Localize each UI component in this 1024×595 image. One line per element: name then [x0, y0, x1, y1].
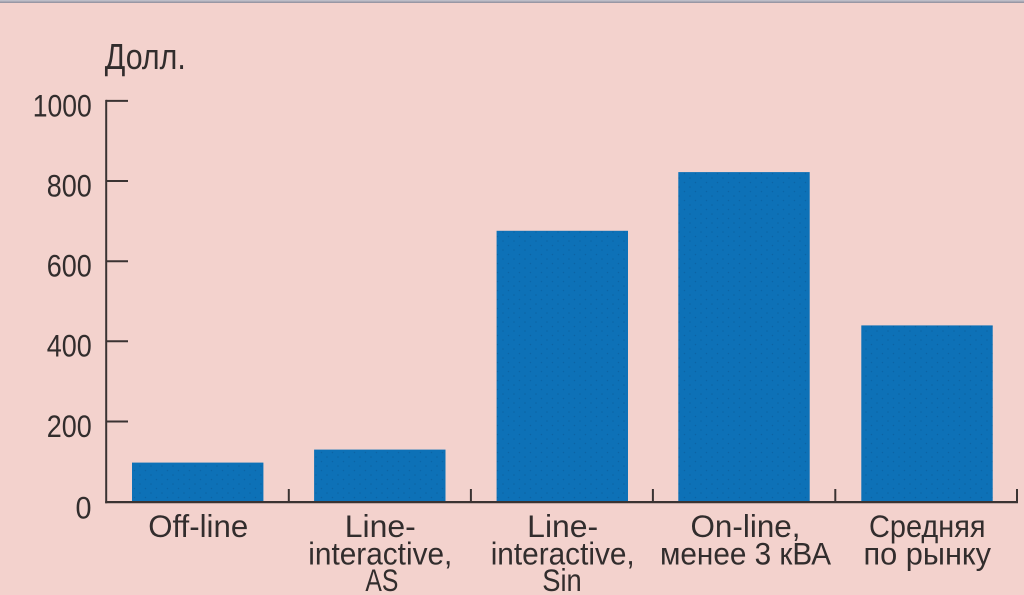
- svg-text:Sin: Sin: [542, 562, 582, 595]
- svg-text:0: 0: [76, 490, 92, 526]
- svg-text:Средняя: Средняя: [869, 508, 986, 544]
- svg-text:Off-line: Off-line: [148, 508, 248, 544]
- svg-text:Line-: Line-: [345, 508, 416, 544]
- svg-text:600: 600: [47, 248, 92, 284]
- svg-text:по рынку: по рынку: [864, 535, 992, 571]
- svg-text:On-line,: On-line,: [691, 508, 801, 544]
- svg-text:interactive,: interactive,: [308, 535, 452, 571]
- svg-text:менее 3 кВА: менее 3 кВА: [660, 535, 831, 571]
- svg-text:200: 200: [47, 408, 92, 444]
- svg-text:800: 800: [47, 167, 92, 203]
- svg-text:AS: AS: [365, 562, 398, 595]
- svg-text:400: 400: [47, 328, 92, 364]
- svg-text:1000: 1000: [33, 87, 92, 123]
- svg-text:Line-: Line-: [527, 508, 598, 544]
- svg-text:Долл.: Долл.: [105, 36, 186, 77]
- svg-text:interactive,: interactive,: [491, 535, 635, 571]
